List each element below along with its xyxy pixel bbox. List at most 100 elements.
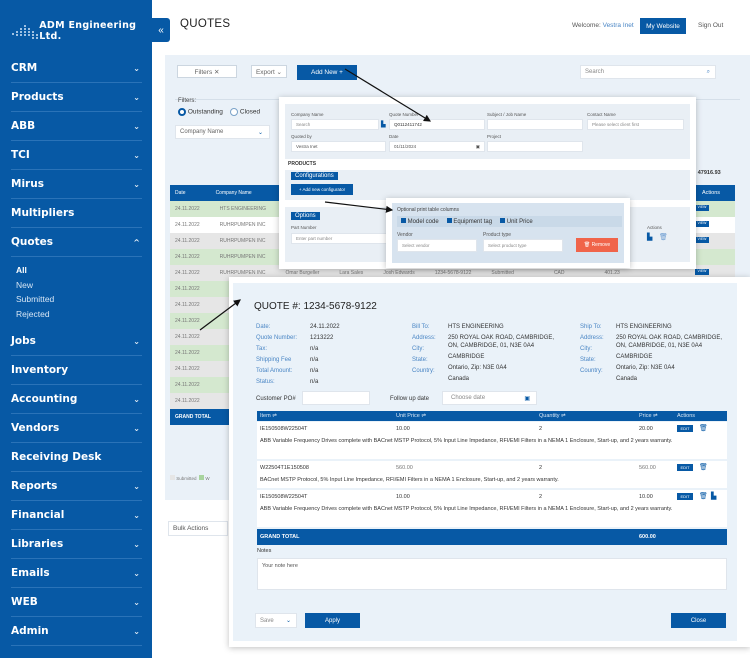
check-equipment-tag[interactable]: Equipment tag xyxy=(446,218,492,225)
edit-button[interactable]: EDIT xyxy=(677,493,693,500)
sidebar-item-emails[interactable]: Emails ⌄ xyxy=(11,559,142,588)
col-price[interactable]: Price ⇌ xyxy=(639,413,658,419)
chevron-down-icon: ⌄ xyxy=(257,129,263,136)
sidebar-item-vendors[interactable]: Vendors ⌄ xyxy=(11,414,142,443)
view-button[interactable]: VIEW xyxy=(695,269,709,275)
user-name[interactable]: Vestra Inet xyxy=(602,22,634,29)
radio-outstanding[interactable] xyxy=(178,108,186,116)
quantity: 2 xyxy=(539,494,543,500)
subject-input[interactable] xyxy=(487,119,583,130)
col-date[interactable]: Date xyxy=(175,190,186,196)
col-item[interactable]: Item ⇌ xyxy=(260,413,277,419)
grand-total-label: GRAND TOTAL xyxy=(175,414,211,420)
ship-to-label: Ship To: xyxy=(580,324,602,330)
sidebar-item-products[interactable]: Products ⌄ xyxy=(11,83,142,112)
legend-swatch-green xyxy=(199,475,205,480)
sidebar-item-abb[interactable]: ABB ⌄ xyxy=(11,112,142,141)
export-dropdown[interactable]: Export ⌄ xyxy=(251,65,287,78)
sidebar-item-admin[interactable]: Admin ⌄ xyxy=(11,617,142,646)
trash-icon[interactable]: 🗑 xyxy=(659,234,668,241)
ship-to-country: Canada xyxy=(616,376,638,382)
add-company-icon[interactable]: ▙ xyxy=(381,122,386,128)
project-select[interactable] xyxy=(487,141,583,152)
view-button[interactable]: VIEW xyxy=(695,221,709,227)
quoted-by-input[interactable]: Vestra Inet xyxy=(291,141,386,152)
country-label: Country: xyxy=(580,368,603,374)
view-button[interactable]: VIEW xyxy=(695,205,709,211)
col-company[interactable]: Company Name xyxy=(215,190,252,196)
quote-number-input[interactable]: Q0112411742 xyxy=(389,119,485,130)
close-button[interactable]: Close xyxy=(671,613,726,628)
add-configurator-button[interactable]: + Add new configurator xyxy=(291,184,353,195)
trash-icon[interactable]: 🗑 xyxy=(699,425,708,432)
row-date: 24.11.2022 xyxy=(175,302,200,308)
submenu-all[interactable]: All xyxy=(16,265,27,275)
submenu-rejected[interactable]: Rejected xyxy=(16,308,50,319)
sidebar-item-crm[interactable]: CRM ⌄ xyxy=(11,54,142,83)
filters-button[interactable]: Filters ✕ xyxy=(177,65,237,78)
sidebar-item-jobs[interactable]: Jobs ⌄ xyxy=(11,327,142,356)
copy-icon[interactable]: ▙ xyxy=(711,493,717,500)
product-type-placeholder: Select product type xyxy=(488,243,527,248)
radio-closed[interactable] xyxy=(230,108,239,116)
item-description: BACnet MSTP Protocol, 5% Input Line Impe… xyxy=(260,477,559,483)
view-button[interactable]: VIEW xyxy=(695,237,709,243)
row-date: 24.11.2022 xyxy=(175,270,200,276)
sidebar-item-quotes[interactable]: Quotes ^ xyxy=(11,228,142,257)
remove-button[interactable]: 🗑 Remove xyxy=(576,238,618,252)
product-type-select[interactable]: Select product type xyxy=(483,239,563,252)
sign-out-link[interactable]: Sign Out xyxy=(698,22,724,29)
chevron-down-icon: ⌄ xyxy=(133,121,140,131)
edit-button[interactable]: EDIT xyxy=(677,464,693,471)
sidebar-item-mirus[interactable]: Mirus ⌄ xyxy=(11,170,142,199)
notes-textarea[interactable]: Your note here xyxy=(257,558,727,590)
item-code: IE150508W22504T xyxy=(260,426,308,432)
trash-icon[interactable]: 🗑 xyxy=(699,493,708,500)
apply-button[interactable]: Apply xyxy=(305,613,360,628)
sidebar-item-financial[interactable]: Financial ⌄ xyxy=(11,501,142,530)
chevron-down-icon: ⌄ xyxy=(285,618,291,624)
sidebar-item-inventory[interactable]: Inventory xyxy=(11,356,142,385)
trash-icon[interactable]: 🗑 xyxy=(699,464,708,471)
submenu-submitted[interactable]: Submitted xyxy=(16,294,55,304)
address-label: Address: xyxy=(412,335,436,341)
city-label: City: xyxy=(580,346,592,352)
ship-to-city: CAMBRIDGE xyxy=(616,354,653,360)
customer-po-input[interactable] xyxy=(302,391,370,405)
bulk-actions-select[interactable]: Bulk Actions xyxy=(168,521,228,536)
my-website-button[interactable]: My Website xyxy=(640,18,686,34)
search-input[interactable]: Search ⌕ xyxy=(580,65,716,79)
col-quantity[interactable]: Quantity ⇌ xyxy=(539,413,566,419)
brand-logo[interactable]: ADM Engineering Ltd. xyxy=(10,20,145,42)
check-model-code[interactable]: Model code xyxy=(401,218,439,225)
configurations-tab[interactable]: Configurations xyxy=(291,172,338,180)
contact-select[interactable]: Please select client first xyxy=(587,119,684,130)
company-name-select[interactable]: Company Name ⌄ xyxy=(175,125,270,139)
col-unit-price[interactable]: Unit Price ⇌ xyxy=(396,413,426,419)
sidebar-item-libraries[interactable]: Libraries ⌄ xyxy=(11,530,142,559)
sidebar-item-label: Receiving Desk xyxy=(11,451,102,463)
check-unit-price[interactable]: Unit Price xyxy=(500,218,533,225)
save-select[interactable]: Save ⌄ xyxy=(255,613,297,628)
follow-up-date-input[interactable]: Choose date ▣ xyxy=(442,391,537,405)
sidebar-item-reports[interactable]: Reports ⌄ xyxy=(11,472,142,501)
company-name-input[interactable]: Search xyxy=(291,119,379,130)
row-date: 24.11.2022 xyxy=(175,286,200,292)
sidebar-item-multipliers[interactable]: Multipliers xyxy=(11,199,142,228)
sidebar-item-tci[interactable]: TCI ⌄ xyxy=(11,141,142,170)
collapse-sidebar-button[interactable]: « xyxy=(152,18,170,42)
sidebar-item-receiving-desk[interactable]: Receiving Desk xyxy=(11,443,142,472)
add-new-button[interactable]: Add New + xyxy=(297,65,357,80)
subject-label: Subject / Job Name xyxy=(487,112,527,117)
sidebar-item-accounting[interactable]: Accounting ⌄ xyxy=(11,385,142,414)
vendor-select[interactable]: Select vendor xyxy=(397,239,477,252)
submenu-new[interactable]: New xyxy=(16,279,34,290)
follow-up-placeholder: Choose date xyxy=(451,395,486,401)
copy-icon[interactable]: ▙ xyxy=(647,234,653,241)
date-input[interactable]: 01/11/2024 ▣ xyxy=(389,141,485,152)
edit-button[interactable]: EDIT xyxy=(677,425,693,432)
sidebar-item-web[interactable]: WEB ⌄ xyxy=(11,588,142,617)
options-tab[interactable]: Options xyxy=(291,212,320,220)
notes-label: Notes xyxy=(257,548,272,554)
trash-icon: 🗑 xyxy=(583,242,592,248)
